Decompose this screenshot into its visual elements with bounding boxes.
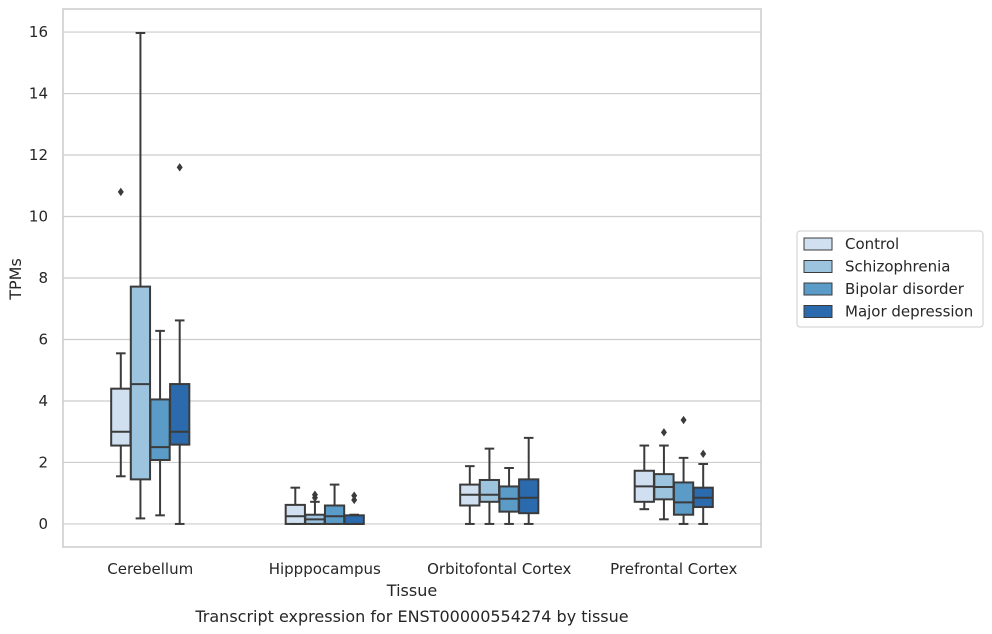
box-schizophrenia xyxy=(653,428,675,521)
box-iqr xyxy=(149,398,171,461)
outlier-point xyxy=(351,491,358,500)
y-tick-label: 14 xyxy=(29,85,48,103)
x-tick-labels: Cerebellum Hipppocampus Orbitofontal Corte… xyxy=(107,560,737,578)
y-tick-label: 2 xyxy=(38,453,48,471)
box-schizophrenia xyxy=(129,31,152,520)
x-tick-label: Cerebellum xyxy=(107,560,193,578)
box-schizophrenia xyxy=(478,447,501,525)
box-control xyxy=(633,444,655,511)
outlier-point xyxy=(311,490,318,499)
x-tick-label: Prefrontal Cortex xyxy=(610,560,737,578)
outlier-point xyxy=(117,187,124,197)
box-iqr xyxy=(323,504,346,525)
box-bipolar-disorder xyxy=(498,466,520,525)
box-iqr xyxy=(478,478,501,503)
y-tick-label: 10 xyxy=(29,208,48,226)
y-tick-label: 0 xyxy=(38,515,48,533)
y-tick-label: 4 xyxy=(38,392,48,410)
x-axis-label: Tissue xyxy=(386,581,437,600)
x-tick-label: Orbitofontal Cortex xyxy=(427,560,571,578)
outlier-point xyxy=(680,415,687,425)
y-tick-label: 16 xyxy=(29,23,48,41)
box-iqr xyxy=(129,285,152,481)
y-tick-label: 6 xyxy=(38,330,48,348)
chart-caption: Transcript expression for ENST0000055427… xyxy=(194,607,628,626)
y-tick-label: 8 xyxy=(38,269,48,287)
legend-label: Schizophrenia xyxy=(845,258,950,276)
box-iqr xyxy=(672,481,695,516)
box-major-depression xyxy=(692,449,714,525)
legend-label: Major depression xyxy=(845,303,973,321)
y-tick-label: 12 xyxy=(29,146,48,164)
box-bipolar-disorder xyxy=(323,483,346,525)
legend-swatch xyxy=(803,237,833,251)
outlier-point xyxy=(351,495,358,505)
box-bipolar-disorder xyxy=(672,415,695,525)
legend-label: Control xyxy=(845,235,899,253)
box-control xyxy=(110,187,132,478)
x-tick-label: Hipppocampus xyxy=(269,560,381,578)
y-tick-labels: 0 2 4 6 8 10 12 14 16 xyxy=(29,23,48,533)
box-control xyxy=(459,465,481,525)
box-major-depression xyxy=(518,436,540,525)
box-major-depression xyxy=(169,163,191,525)
box-schizophrenia xyxy=(304,490,326,525)
box-bipolar-disorder xyxy=(149,329,171,517)
legend-frame xyxy=(796,230,984,328)
outlier-point xyxy=(176,163,183,172)
box-control xyxy=(284,486,306,525)
plot-frame xyxy=(62,8,762,548)
outlier-point xyxy=(700,449,707,459)
box-iqr xyxy=(169,383,191,446)
box-iqr xyxy=(110,387,132,447)
legend-swatch xyxy=(803,305,833,318)
box-iqr xyxy=(284,503,306,525)
outlier-point xyxy=(660,428,667,437)
box-iqr xyxy=(518,478,540,515)
box-major-depression xyxy=(343,491,365,525)
legend: Control Schizophrenia Bipolar disorder Majo… xyxy=(796,230,984,328)
legend-label: Bipolar disorder xyxy=(845,280,965,298)
y-axis-label: TPMs xyxy=(6,258,25,301)
box-iqr xyxy=(343,514,365,525)
legend-swatch xyxy=(803,282,833,296)
legend-swatch xyxy=(803,260,833,273)
boxes xyxy=(110,31,714,525)
